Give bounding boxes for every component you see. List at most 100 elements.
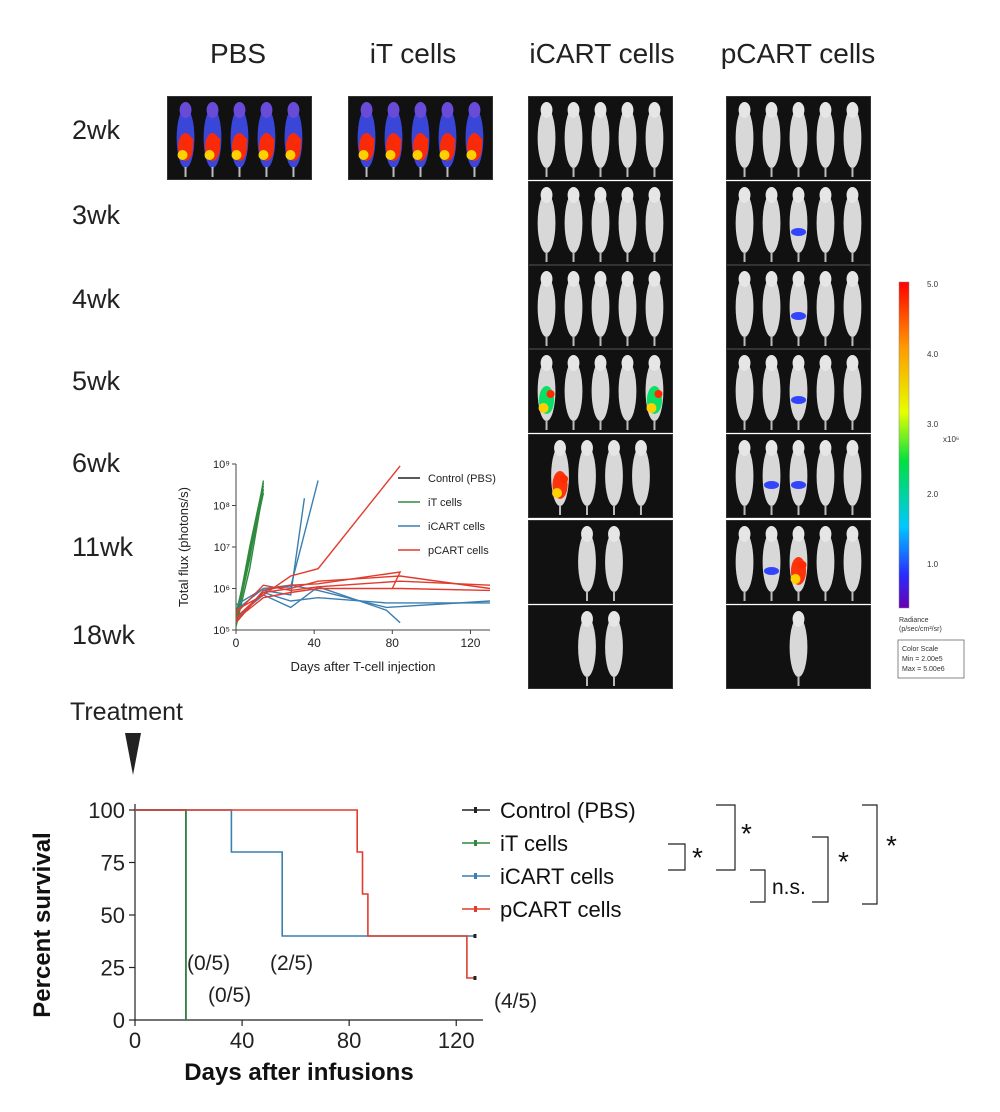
mouse [789,526,808,601]
significance-bracket [716,804,736,871]
survival-ratio-annotation: (0/5) [187,952,230,975]
mouse-image [537,102,664,177]
row-label-2wk: 2wk [72,115,121,145]
flux-legend-label: iCART cells [428,521,486,533]
mouse [618,271,637,346]
mouse [578,611,596,686]
mouse [465,102,484,177]
mouse [284,102,303,177]
colorbar-unit-label: (p/sec/cm²/sr) [899,626,942,633]
mouse [564,102,583,177]
mouse [564,355,583,430]
mouse-image [578,611,623,686]
colorbar-exponent: x10⁶ [943,435,959,444]
survival-legend-label: iCART cells [500,864,614,889]
flux-x-label: Days after T-cell injection [291,659,436,674]
flux-legend-label: pCART cells [428,545,489,557]
flux-legend-label: Control (PBS) [428,473,496,485]
mouse [605,440,623,515]
mouse [411,102,430,177]
flux-series-line [235,591,490,620]
mouse [816,102,835,177]
flux-series-line [235,575,491,619]
survival-x-tick-label: 40 [230,1028,254,1053]
mouse-image-panel [726,181,871,265]
survival-curve [135,809,475,979]
mouse [762,271,781,346]
significance-label: * [741,818,752,849]
mouse [843,102,862,177]
mouse [816,271,835,346]
mouse [789,187,808,262]
mouse [257,102,276,177]
survival-curve [135,809,187,1020]
treatment-label: Treatment [70,698,184,726]
survival-legend-label: pCART cells [500,897,621,922]
significance-label: * [886,830,897,861]
mouse [632,440,650,515]
mouse [591,355,610,430]
flux-y-label: Total flux (photons/s) [176,487,191,607]
significance-bracket [750,869,766,903]
mouse [618,102,637,177]
survival-x-tick-label: 120 [438,1028,475,1053]
survival-chart: 0 25 50 75 100 0 40 80 120 Percent survival Days a… [29,798,897,1086]
significance-bracket [812,836,829,903]
colorbar-unit-label: Radiance [899,617,929,624]
mouse [384,102,403,177]
row-label-4wk: 4wk [72,284,121,314]
colorbar-gradient [898,281,910,609]
mouse [816,187,835,262]
mouse [357,102,376,177]
mouse-image-panel [726,434,871,518]
col-header-icart: iCART cells [529,38,675,69]
mouse [564,271,583,346]
mouse [762,355,781,430]
mouse-image [789,611,808,686]
mouse-image-panel [528,96,673,180]
survival-x-tick-label: 0 [129,1028,141,1053]
mouse [735,271,754,346]
flux-legend-label: iT cells [428,497,463,509]
mouse [789,611,808,686]
survival-y-tick-label: 100 [88,798,125,823]
flux-x-tick-label: 0 [233,636,240,650]
significance-label: * [692,842,703,873]
mouse [789,355,808,430]
mouse [789,271,808,346]
col-header-pcart: pCART cells [720,38,876,69]
mouse [537,102,556,177]
survival-x-tick-label: 80 [337,1028,361,1053]
mouse [762,102,781,177]
mouse [537,355,556,430]
survival-y-tick-label: 50 [101,903,125,928]
mouse-image [176,102,303,177]
mouse-image [735,271,862,346]
mouse [578,440,596,515]
flux-series-line [235,586,401,624]
colorbar: 5.0 4.0 3.0 2.0 1.0 x10⁶ Radiance (p/sec/cm²/sr… [897,280,965,679]
survival-ratio-annotation: (2/5) [270,952,313,975]
mouse [537,187,556,262]
mouse [591,271,610,346]
mouse [230,102,249,177]
colorbar-tick-label: 4.0 [927,350,939,359]
row-label-18wk: 18wk [72,620,136,650]
mouse-image [735,187,862,262]
mouse [735,440,754,515]
mouse [618,355,637,430]
survival-y-tick-label: 0 [113,1008,125,1033]
survival-y-tick-label: 75 [101,851,125,876]
mouse [537,271,556,346]
mouse [591,102,610,177]
flux-x-tick-label: 40 [307,636,321,650]
mouse [735,526,754,601]
mouse-image-panel [348,96,493,180]
mouse-image-panel [528,434,673,518]
mouse [735,102,754,177]
mouse [735,187,754,262]
treatment-arrow-icon [125,733,141,775]
flux-y-tick-label: 10⁷ [214,542,230,554]
color-scale-text: Min = 2.00e5 [902,656,943,663]
flux-x-tick-label: 120 [460,636,480,650]
